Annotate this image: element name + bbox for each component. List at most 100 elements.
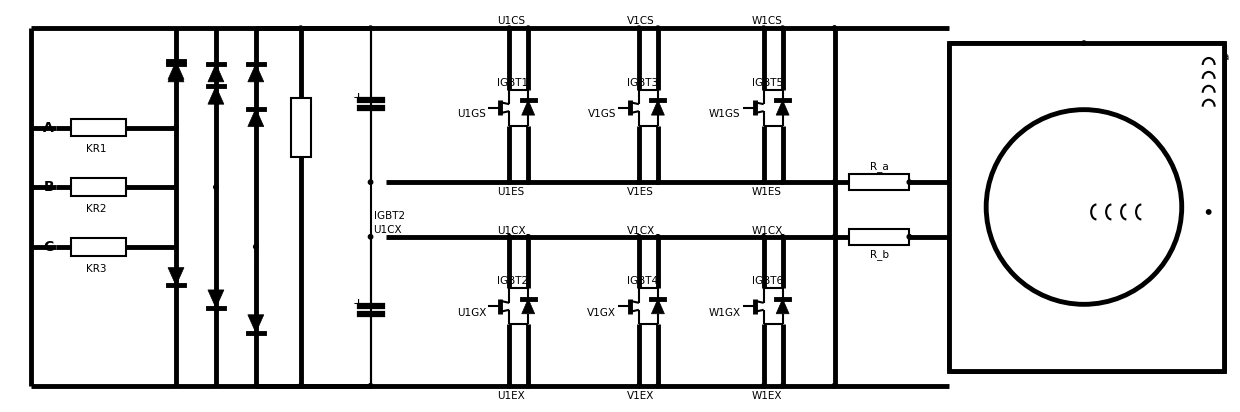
Polygon shape: [522, 100, 534, 115]
Bar: [849, 229, 909, 245]
Circle shape: [526, 180, 531, 184]
Polygon shape: [776, 100, 789, 115]
Circle shape: [656, 384, 660, 388]
Circle shape: [761, 180, 766, 184]
Text: U1CS: U1CS: [497, 16, 526, 26]
Circle shape: [1081, 41, 1086, 45]
Circle shape: [637, 180, 641, 184]
Bar: [71, 178, 126, 196]
Text: V1CS: V1CS: [627, 16, 655, 26]
Text: IGBT5: IGBT5: [751, 78, 782, 88]
Circle shape: [780, 234, 785, 239]
Text: R_a: R_a: [870, 162, 889, 172]
Circle shape: [368, 384, 373, 388]
Circle shape: [526, 384, 531, 388]
Circle shape: [507, 180, 511, 184]
Text: U1GS: U1GS: [458, 109, 486, 119]
Circle shape: [656, 234, 660, 239]
Bar: [290, 98, 311, 157]
Polygon shape: [248, 64, 264, 82]
Circle shape: [526, 234, 531, 239]
Polygon shape: [208, 64, 224, 82]
Circle shape: [637, 384, 641, 388]
Circle shape: [656, 26, 660, 30]
Text: V1ES: V1ES: [627, 187, 653, 197]
Circle shape: [832, 26, 837, 30]
Circle shape: [832, 180, 837, 184]
Text: +: +: [352, 91, 363, 104]
Circle shape: [832, 26, 837, 30]
Circle shape: [637, 234, 641, 239]
Text: U1EX: U1EX: [497, 391, 525, 401]
Text: U1ES: U1ES: [497, 187, 525, 197]
Polygon shape: [522, 299, 534, 314]
Circle shape: [299, 26, 303, 30]
Circle shape: [761, 384, 766, 388]
Circle shape: [761, 234, 766, 239]
Text: W1CS: W1CS: [751, 16, 782, 26]
Text: L_a: L_a: [1211, 51, 1229, 62]
Polygon shape: [248, 109, 264, 126]
Circle shape: [780, 180, 785, 184]
Text: IGBT6: IGBT6: [751, 276, 782, 286]
Text: U1CX: U1CX: [497, 226, 526, 236]
Circle shape: [832, 180, 837, 184]
Text: V1EX: V1EX: [627, 391, 655, 401]
Circle shape: [174, 125, 179, 130]
Text: V1GX: V1GX: [587, 308, 616, 318]
Text: B: B: [43, 180, 53, 194]
Polygon shape: [776, 299, 789, 314]
Polygon shape: [167, 267, 184, 286]
Bar: [71, 238, 126, 256]
Bar: [950, 43, 1224, 371]
Text: R_b: R_b: [870, 249, 889, 260]
Circle shape: [526, 26, 531, 30]
Circle shape: [637, 26, 641, 30]
Polygon shape: [167, 64, 184, 82]
Text: i_b: i_b: [1104, 272, 1127, 290]
Circle shape: [832, 384, 837, 388]
Text: C: C: [43, 240, 53, 254]
Circle shape: [213, 185, 218, 189]
Circle shape: [299, 384, 303, 388]
Text: W1ES: W1ES: [751, 187, 781, 197]
Text: W1EX: W1EX: [751, 391, 782, 401]
Text: U1CX: U1CX: [373, 225, 402, 235]
Circle shape: [507, 26, 511, 30]
Text: KR3: KR3: [86, 264, 107, 274]
Circle shape: [1207, 210, 1211, 214]
Circle shape: [656, 180, 660, 184]
Circle shape: [507, 234, 511, 239]
Text: V1GS: V1GS: [588, 109, 616, 119]
Text: L_b: L_b: [1094, 191, 1111, 202]
Text: A: A: [43, 121, 55, 135]
Text: W1GX: W1GX: [708, 308, 740, 318]
Text: W1CX: W1CX: [751, 226, 784, 236]
Text: IGBT4: IGBT4: [627, 276, 658, 286]
Text: IGBT2: IGBT2: [497, 276, 528, 286]
Circle shape: [368, 234, 373, 239]
Circle shape: [368, 26, 373, 30]
Circle shape: [780, 26, 785, 30]
Text: i_a: i_a: [1016, 158, 1039, 176]
Polygon shape: [651, 299, 665, 314]
Text: U1GX: U1GX: [456, 308, 486, 318]
Circle shape: [908, 180, 911, 184]
Text: V1CX: V1CX: [627, 226, 655, 236]
Circle shape: [908, 234, 911, 239]
Polygon shape: [651, 100, 665, 115]
Circle shape: [507, 384, 511, 388]
Polygon shape: [167, 61, 184, 80]
Bar: [71, 119, 126, 136]
Polygon shape: [208, 86, 224, 104]
Circle shape: [761, 26, 766, 30]
Circle shape: [780, 384, 785, 388]
Text: IGBT3: IGBT3: [627, 78, 658, 88]
Polygon shape: [208, 290, 224, 308]
Text: IGBT2: IGBT2: [373, 211, 404, 221]
Circle shape: [368, 180, 373, 184]
Bar: [849, 174, 909, 190]
Circle shape: [832, 384, 837, 388]
Polygon shape: [248, 315, 264, 332]
Text: KR1: KR1: [86, 145, 107, 154]
